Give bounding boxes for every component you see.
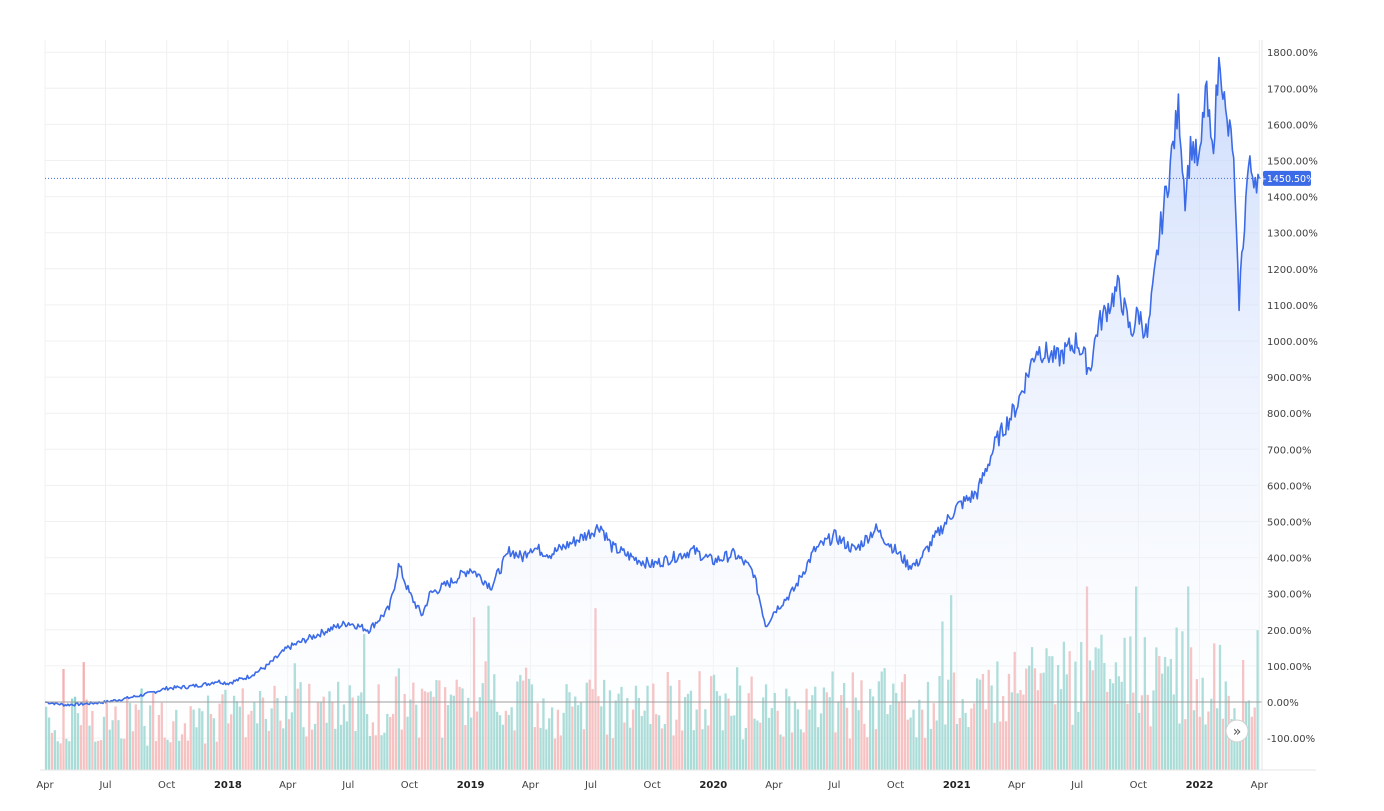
- y-tick-label: 1600.00%: [1267, 120, 1318, 131]
- x-tick-label: Jul: [827, 780, 840, 791]
- area-fill: [45, 57, 1260, 770]
- y-tick-label: 300.00%: [1267, 590, 1312, 601]
- x-tick-label: Jul: [98, 780, 111, 791]
- scroll-button-circle[interactable]: [1225, 719, 1249, 743]
- y-tick-label: 400.00%: [1267, 554, 1312, 565]
- x-tick-label: 2022: [1186, 780, 1214, 791]
- x-tick-label: Apr: [279, 780, 297, 791]
- y-tick-label: 1200.00%: [1267, 265, 1318, 276]
- scroll-to-realtime-button[interactable]: »: [1225, 719, 1249, 743]
- x-tick-label: Apr: [522, 780, 540, 791]
- x-tick-label: Oct: [644, 780, 661, 791]
- x-tick-label: Oct: [401, 780, 418, 791]
- x-tick-label: Jul: [341, 780, 354, 791]
- x-tick-label: Apr: [1251, 780, 1269, 791]
- current-value-label: +1450.50%: [1259, 174, 1315, 185]
- current-value-label-group: +1450.50%: [1259, 170, 1315, 186]
- y-tick-label: 1400.00%: [1267, 193, 1318, 204]
- y-tick-label: 900.00%: [1267, 373, 1312, 384]
- x-tick-label: 2018: [214, 780, 242, 791]
- x-tick-label: 2020: [699, 780, 727, 791]
- series-line[interactable]: [44, 56, 1261, 707]
- x-tick-label: Oct: [887, 780, 904, 791]
- y-tick-label: 800.00%: [1267, 409, 1312, 420]
- y-tick-label: 1800.00%: [1267, 48, 1318, 59]
- double-chevron-right-icon[interactable]: »: [1233, 724, 1242, 740]
- y-axis-scale[interactable]: 1800.00% 1700.00% 1600.00% 1500.00% 1400.00%…: [1267, 48, 1318, 745]
- x-tick-label: Apr: [765, 780, 783, 791]
- x-axis-scale[interactable]: Apr Jul Oct 2018 Apr Jul Oct 2019 Apr Jul Oct 2020 A…: [36, 780, 1269, 791]
- x-tick-label: Jul: [584, 780, 597, 791]
- y-tick-label: 1000.00%: [1267, 337, 1318, 348]
- x-tick-label: 2019: [457, 780, 485, 791]
- x-tick-label: 2021: [943, 780, 971, 791]
- y-tick-label: 500.00%: [1267, 518, 1312, 529]
- series-area: [45, 57, 1260, 770]
- series-line-layer: [44, 56, 1261, 707]
- y-tick-label: 1100.00%: [1267, 301, 1318, 312]
- y-tick-label: 0.00%: [1267, 698, 1299, 709]
- x-tick-label: Oct: [158, 780, 175, 791]
- x-tick-label: Apr: [36, 780, 54, 791]
- y-tick-label: -100.00%: [1267, 734, 1315, 745]
- x-tick-label: Apr: [1008, 780, 1026, 791]
- y-tick-label: 700.00%: [1267, 445, 1312, 456]
- y-tick-label: 1700.00%: [1267, 84, 1318, 95]
- y-tick-label: 1300.00%: [1267, 229, 1318, 240]
- y-tick-label: 1500.00%: [1267, 157, 1318, 168]
- x-tick-label: Jul: [1070, 780, 1083, 791]
- x-tick-label: Oct: [1130, 780, 1147, 791]
- y-tick-label: 600.00%: [1267, 481, 1312, 492]
- current-value-label-bg: [1263, 170, 1311, 186]
- y-tick-label: 200.00%: [1267, 626, 1312, 637]
- y-tick-label: 100.00%: [1267, 662, 1312, 673]
